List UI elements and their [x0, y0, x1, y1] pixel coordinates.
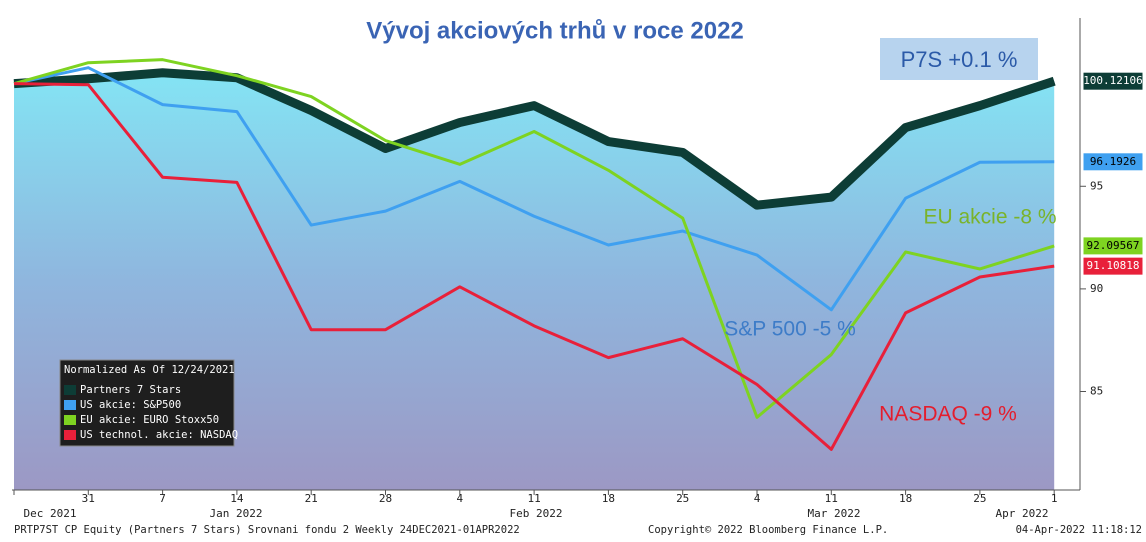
line	[13, 68, 1056, 210]
x-tick-label: 21	[305, 492, 318, 505]
x-tick-label: 4	[456, 492, 463, 505]
value-label-box	[1082, 256, 1144, 276]
x-tick-label: 14	[230, 492, 244, 505]
x-tick-label: 25	[676, 492, 689, 505]
y-tick-label: 95	[1090, 179, 1103, 192]
value-label-box	[1082, 236, 1144, 256]
value-label: 92.09567	[1087, 239, 1140, 252]
x-tick-label: 31	[82, 492, 95, 505]
x-tick-label: 11	[527, 492, 540, 505]
x-tick-label: 28	[379, 492, 392, 505]
x-tick-label: 18	[899, 492, 912, 505]
line	[13, 82, 1055, 451]
line	[13, 66, 1055, 312]
annotation: NASDAQ -9 %	[879, 403, 1017, 426]
month-label: Jan 2022	[210, 507, 263, 520]
value-label: 91.10818	[1087, 259, 1140, 272]
month-label: Dec 2021	[24, 507, 77, 520]
month-label: Apr 2022	[996, 507, 1049, 520]
legend-swatch	[64, 385, 76, 395]
y-tick-label: 85	[1090, 384, 1103, 397]
legend-label: Partners 7 Stars	[80, 384, 181, 396]
x-tick-label: 4	[754, 492, 761, 505]
annotation: EU akcie -8 %	[923, 206, 1056, 229]
legend-swatch	[64, 430, 76, 440]
legend-swatch	[64, 415, 76, 425]
x-tick-label: 18	[602, 492, 615, 505]
y-tick-label: 90	[1090, 282, 1103, 295]
annotation-box	[880, 38, 1038, 80]
x-tick-label: 25	[973, 492, 986, 505]
x-tick-label: 11	[825, 492, 838, 505]
legend-swatch	[64, 400, 76, 410]
chart-title: Vývoj akciových trhů v roce 2022	[366, 17, 744, 44]
line	[13, 58, 1055, 419]
value-label: 100.12106	[1083, 74, 1143, 87]
legend-label: US technol. akcie: NASDAQ	[80, 429, 238, 441]
month-label: Mar 2022	[808, 507, 861, 520]
month-label: Feb 2022	[510, 507, 563, 520]
footer: PRTP7ST CP Equity (Partners 7 Stars) Sro…	[14, 524, 520, 536]
value-label: 96.1926	[1090, 155, 1136, 168]
footer: 04-Apr-2022 11:18:12	[1016, 524, 1142, 536]
value-label-box	[1082, 152, 1144, 172]
legend-label: US akcie: S&P500	[80, 399, 181, 411]
x-tick-label: 7	[159, 492, 166, 505]
legend	[59, 359, 235, 447]
annotation: P7S +0.1 %	[901, 47, 1018, 72]
legend-label: EU akcie: EURO Stoxx50	[80, 414, 219, 426]
legend-title: Normalized As Of 12/24/2021	[64, 364, 235, 376]
annotation: S&P 500 -5 %	[724, 318, 856, 341]
value-label-box	[1082, 71, 1144, 91]
x-tick-label: 1	[1051, 492, 1058, 505]
footer: Copyright© 2022 Bloomberg Finance L.P.	[648, 524, 888, 536]
